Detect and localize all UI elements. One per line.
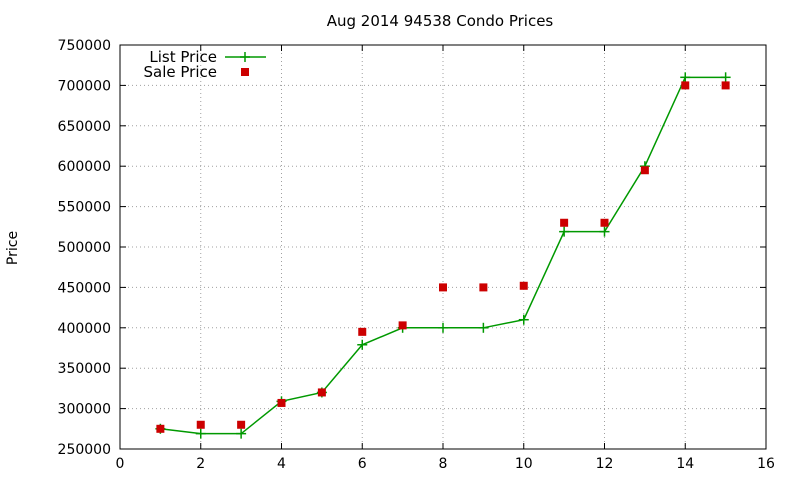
x-tick-label: 8 [439, 456, 448, 472]
x-tick-label: 12 [596, 456, 614, 472]
y-tick-label: 750000 [58, 38, 111, 54]
data-point-list-price [680, 72, 691, 83]
y-tick-label: 600000 [58, 159, 111, 175]
y-tick-label: 650000 [58, 119, 111, 135]
y-tick-label: 350000 [58, 361, 111, 377]
y-axis-label: Price [5, 231, 21, 265]
y-tick-label: 300000 [58, 402, 111, 418]
x-tick-label: 10 [515, 456, 533, 472]
data-point-list-price [559, 226, 570, 237]
y-tick-label: 250000 [58, 442, 111, 458]
data-point-list-price [195, 428, 206, 439]
series-line-list-price [160, 76, 726, 435]
data-point-sale-price [277, 398, 286, 407]
chart-title: Aug 2014 94538 Condo Prices [327, 12, 554, 30]
data-point-list-price [478, 322, 489, 333]
data-point-sale-price [519, 281, 528, 290]
data-point-list-price [236, 428, 247, 439]
data-point-sale-price [358, 327, 367, 336]
x-tick-label: 16 [757, 456, 775, 472]
x-tick-label: 4 [277, 456, 286, 472]
data-point-sale-price [196, 420, 205, 429]
data-point-list-price [599, 226, 610, 237]
data-point-sale-price [156, 424, 165, 433]
series-sale-price [156, 81, 730, 433]
x-tick-label: 14 [676, 456, 694, 472]
data-point-sale-price [600, 218, 609, 227]
data-point-list-price [357, 339, 368, 350]
data-point-sale-price [237, 420, 246, 429]
y-tick-label: 400000 [58, 321, 111, 337]
x-tick-label: 2 [196, 456, 205, 472]
data-point-sale-price [317, 388, 326, 397]
axes: 250000 300000 350000 400000 450000 500000 5500… [58, 38, 775, 472]
data-point-list-price [720, 72, 731, 83]
y-tick-label: 550000 [58, 200, 111, 216]
data-point-sale-price [640, 166, 649, 175]
y-tick-label: 700000 [58, 78, 111, 94]
legend-marker-list-price [240, 52, 250, 62]
x-tick-label: 6 [358, 456, 367, 472]
data-point-sale-price [398, 321, 407, 330]
y-tick-label: 450000 [58, 280, 111, 296]
data-point-sale-price [479, 283, 488, 292]
series-list-price [155, 72, 731, 439]
legend-marker-sale-price [241, 68, 249, 76]
x-tick-label: 0 [116, 456, 125, 472]
legend-label-list-price: List Price [149, 48, 217, 66]
data-point-sale-price [439, 283, 447, 292]
data-point-list-price [518, 314, 529, 325]
data-point-list-price [438, 322, 448, 333]
data-point-sale-price [681, 81, 690, 90]
legend-label-sale-price: Sale Price [144, 63, 217, 81]
data-point-sale-price [560, 218, 569, 227]
grid [120, 45, 766, 449]
y-tick-label: 500000 [58, 240, 111, 256]
series-layer [155, 72, 731, 439]
data-point-sale-price [721, 81, 730, 90]
